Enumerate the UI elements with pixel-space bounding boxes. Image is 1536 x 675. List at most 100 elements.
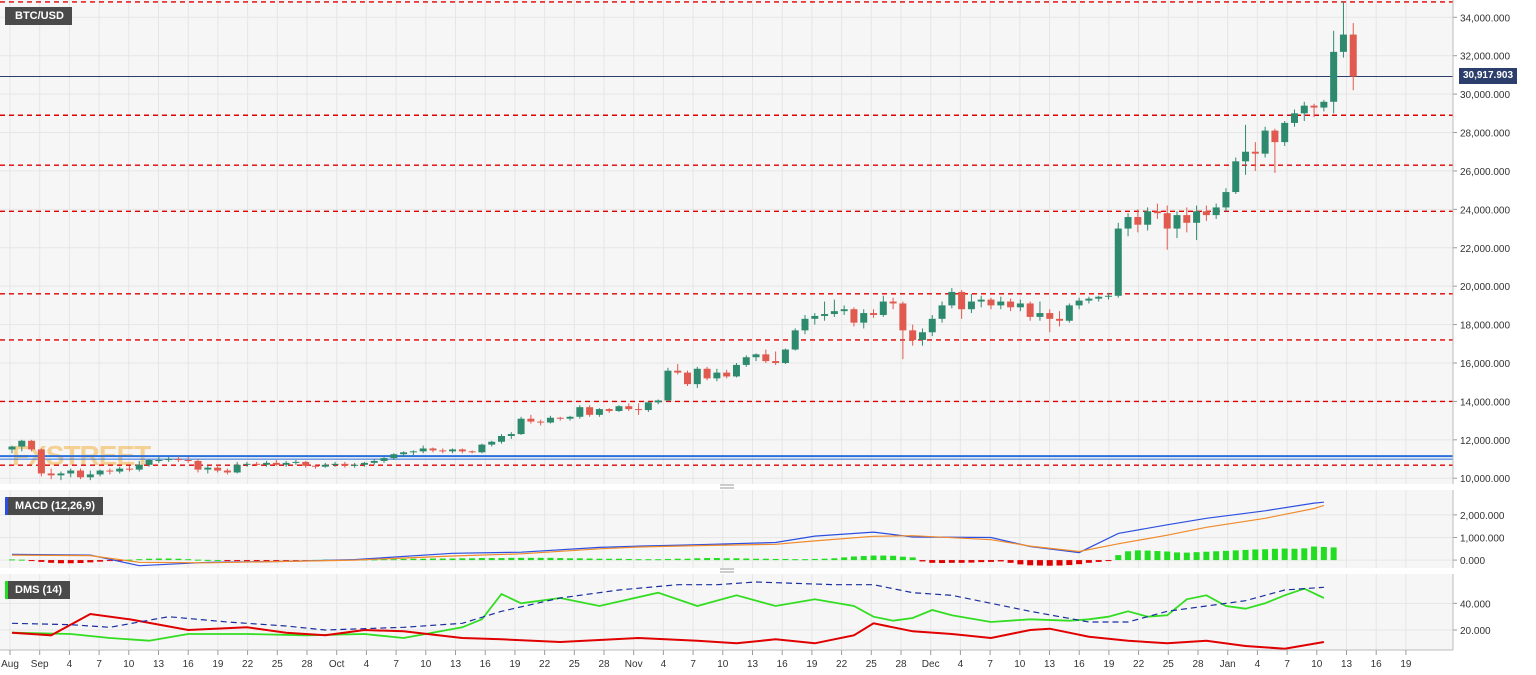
macd-histogram-bar — [175, 558, 182, 561]
candle-body — [840, 309, 848, 312]
macd-histogram-bar — [1076, 560, 1083, 565]
candle-body — [380, 458, 388, 461]
panel-divider[interactable] — [718, 568, 736, 573]
candle-body — [635, 409, 643, 411]
macd-histogram-bar — [968, 560, 975, 563]
macd-histogram-bar — [420, 558, 427, 561]
macd-histogram-bar — [478, 558, 485, 561]
macd-histogram-bar — [165, 558, 172, 561]
macd-histogram-bar — [488, 558, 495, 561]
macd-histogram-bar — [1262, 549, 1269, 561]
price-panel-bg — [0, 0, 1453, 484]
macd-histogram-bar — [674, 558, 681, 561]
y-tick-label: 40.000 — [1460, 599, 1491, 610]
x-tick-label: 7 — [1284, 659, 1290, 670]
candle-body — [1114, 228, 1122, 296]
macd-histogram-bar — [1095, 560, 1102, 562]
candle-body — [223, 470, 231, 473]
macd-histogram-bar — [929, 560, 936, 563]
y-tick-label: 18,000.000 — [1460, 321, 1510, 332]
candle-body — [1016, 303, 1024, 308]
candle-body — [174, 459, 182, 461]
candle-body — [938, 305, 946, 319]
macd-histogram-bar — [1144, 550, 1151, 561]
candle-body — [321, 464, 329, 467]
candle-body — [57, 473, 65, 476]
macd-histogram-bar — [841, 557, 848, 561]
candle-body — [948, 291, 956, 306]
candle-body — [703, 368, 711, 379]
candle-body — [1056, 318, 1064, 321]
candle-body — [1124, 217, 1132, 229]
candle-body — [1065, 305, 1073, 321]
plus-di-line — [11, 587, 1325, 642]
candle-body — [1007, 301, 1015, 308]
candle-body — [263, 462, 271, 465]
macd-histogram-bar — [57, 560, 64, 564]
candle-body — [439, 450, 447, 452]
macd-histogram-bar — [1125, 551, 1132, 561]
macd-panel[interactable]: 0.000 1,000.000 2,000.000 — [0, 490, 1505, 568]
macd-histogram-bar — [850, 556, 857, 561]
macd-histogram-bar — [1027, 560, 1034, 566]
macd-histogram-bar — [381, 559, 388, 561]
x-tick-label: 19 — [212, 659, 224, 670]
candle-body — [1085, 298, 1093, 301]
candle-body — [997, 301, 1005, 306]
macd-histogram-bar — [263, 560, 270, 562]
candle-body — [1134, 217, 1142, 225]
x-tick-label: 10 — [420, 659, 432, 670]
drag-handle-icon[interactable] — [718, 568, 736, 573]
macd-histogram-bar — [615, 558, 622, 561]
candle-body — [772, 361, 780, 363]
y-tick-label: 16,000.000 — [1460, 359, 1510, 370]
macd-histogram-bar — [694, 558, 701, 561]
dms-indicator-label[interactable]: DMS (14) — [5, 581, 71, 599]
candle-body — [527, 418, 535, 422]
candle-body — [1036, 313, 1044, 317]
y-tick-label: 30,000.000 — [1460, 90, 1510, 101]
macd-histogram-bar — [371, 559, 378, 561]
candle-body — [194, 460, 202, 470]
candle-body — [86, 474, 94, 478]
macd-histogram-bar — [410, 558, 417, 561]
macd-histogram-bar — [273, 560, 280, 562]
panel-divider[interactable] — [718, 484, 736, 489]
macd-histogram-bar — [723, 558, 730, 561]
drag-handle-icon[interactable] — [718, 484, 736, 489]
macd-histogram-bar — [762, 558, 769, 561]
x-tick-label: 28 — [895, 659, 907, 670]
candle-body — [605, 409, 613, 412]
candle-body — [654, 400, 662, 403]
y-tick-label: 14,000.000 — [1460, 397, 1510, 408]
macd-histogram-bar — [870, 555, 877, 561]
candle-body — [615, 406, 623, 412]
y-tick-label: 26,000.000 — [1460, 167, 1510, 178]
x-tick-label: 4 — [1255, 659, 1261, 670]
price-panel[interactable]: FXSTREET 10,000.00012,000.00014,000.0001… — [0, 0, 1510, 485]
macd-histogram-bar — [9, 559, 15, 561]
candle-body — [781, 349, 789, 363]
dms-panel[interactable]: 20.000 40.000 — [0, 574, 1491, 650]
candle-body — [18, 440, 26, 447]
candle-body — [214, 467, 222, 471]
macd-histogram-bar — [557, 558, 564, 561]
macd-histogram-bar — [1036, 560, 1043, 566]
candle-body — [879, 301, 887, 315]
x-tick-label: 10 — [1014, 659, 1026, 670]
macd-histogram-bar — [684, 558, 691, 561]
x-tick-label: 7 — [96, 659, 102, 670]
candle-body — [8, 446, 16, 450]
macd-histogram-bar — [224, 560, 231, 562]
y-tick-label: 34,000.000 — [1460, 13, 1510, 24]
x-tick-label: 19 — [1103, 659, 1115, 670]
candle-body — [723, 372, 731, 377]
candle-body — [752, 354, 760, 358]
x-tick-label: 25 — [569, 659, 581, 670]
candle-body — [732, 364, 740, 377]
candle-body — [1281, 122, 1289, 143]
candle-body — [899, 303, 907, 331]
macd-indicator-label[interactable]: MACD (12,26,9) — [5, 497, 104, 515]
candle-body — [1212, 207, 1220, 216]
